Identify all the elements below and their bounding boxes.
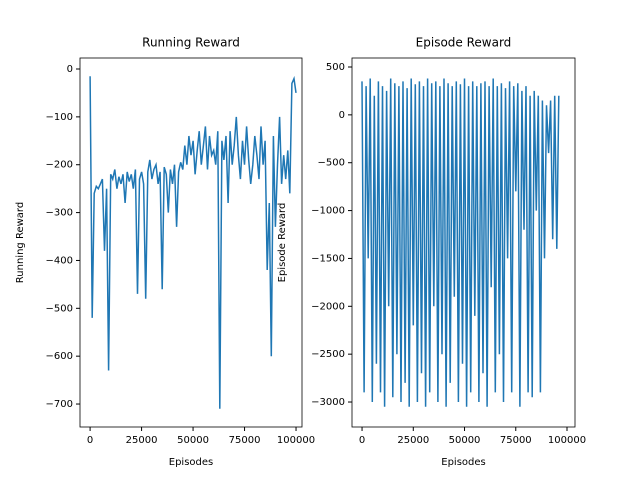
line	[89, 75, 297, 409]
x-tick-label: 50000	[177, 435, 209, 446]
plot-frame	[79, 57, 303, 428]
y-axis-label: Episode Reward	[277, 203, 288, 283]
x-axis-label: Episodes	[169, 457, 213, 468]
y-tick-label: −2500	[311, 349, 345, 360]
x-axis-label: Episodes	[441, 457, 485, 468]
y-tick-label: −500	[318, 158, 345, 169]
y-tick-label: 500	[326, 62, 345, 73]
x-tick-label: 25000	[397, 435, 429, 446]
chart-title: Running Reward	[142, 36, 240, 50]
y-tick-label: 0	[339, 110, 345, 121]
y-tick-label: −1000	[311, 206, 345, 217]
y-axis-label: Running Reward	[15, 202, 26, 283]
x-tick-label: 50000	[449, 435, 481, 446]
y-tick-label: −700	[46, 399, 73, 410]
x-tick-label: 100000	[548, 435, 586, 446]
x-tick-label: 75000	[229, 435, 261, 446]
y-tick-label: −2000	[311, 301, 345, 312]
x-tick-label: 0	[87, 435, 93, 446]
x-tick-label: 100000	[277, 435, 315, 446]
x-tick-label: 75000	[500, 435, 532, 446]
y-tick-label: −500	[46, 303, 73, 314]
y-tick-label: 0	[67, 64, 73, 75]
x-tick-label: 0	[359, 435, 365, 446]
y-tick-label: −3000	[311, 397, 345, 408]
chart-title: Episode Reward	[416, 36, 512, 50]
y-tick-label: −400	[46, 255, 73, 266]
y-tick-label: −300	[46, 208, 73, 219]
y-tick-label: −200	[46, 160, 73, 171]
y-tick-label: −100	[46, 112, 73, 123]
y-tick-label: −600	[46, 351, 73, 362]
plot-frame	[351, 57, 576, 428]
x-tick-label: 25000	[126, 435, 158, 446]
line	[361, 78, 560, 407]
y-tick-label: −1500	[311, 253, 345, 264]
